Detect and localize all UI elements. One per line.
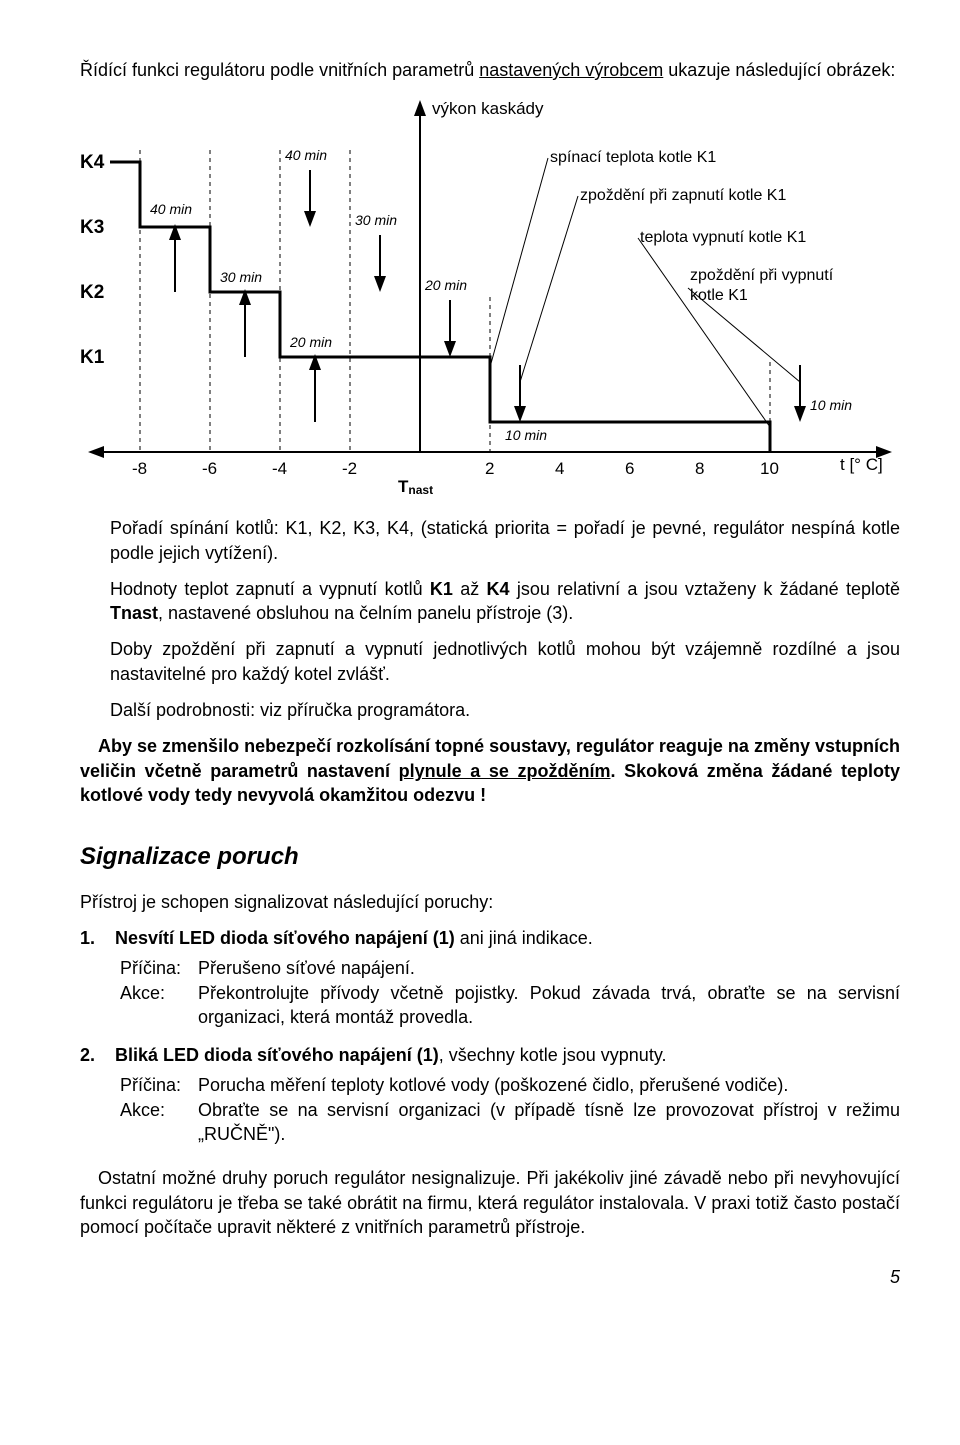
xtick-0: -8 bbox=[132, 459, 147, 478]
cascade-diagram: výkon kaskády K4 K3 K2 K1 40 min 30 min … bbox=[80, 92, 900, 502]
closing-paragraph: Ostatní možné druhy poruch regulátor nes… bbox=[80, 1166, 900, 1239]
ann-40min-a: 40 min bbox=[150, 201, 192, 217]
row-k2: K2 bbox=[80, 282, 104, 303]
section-title: Signalizace poruch bbox=[80, 841, 900, 873]
xtick-1: -6 bbox=[202, 459, 217, 478]
intro-text-c: ukazuje následující obrázek: bbox=[663, 60, 895, 80]
intro-paragraph: Řídící funkci regulátoru podle vnitřních… bbox=[80, 58, 900, 82]
ann-40min-b: 40 min bbox=[285, 147, 327, 163]
xtick-2: -4 bbox=[272, 459, 287, 478]
fault-1-action: Akce: Překontrolujte přívody včetně poji… bbox=[120, 981, 900, 1030]
tnast-label: Tnast bbox=[398, 477, 433, 497]
fault-2-action: Akce: Obraťte se na servisní organizaci … bbox=[120, 1098, 900, 1147]
legend-l3: teplota vypnutí kotle K1 bbox=[640, 229, 806, 246]
ann-30min-b: 30 min bbox=[355, 212, 397, 228]
para-3: Doby zpoždění při zapnutí a vypnutí jedn… bbox=[110, 637, 900, 686]
legend-l4b: kotle K1 bbox=[690, 287, 748, 304]
x-axis-label: t [° C] bbox=[840, 455, 883, 474]
ann-10min-a: 10 min bbox=[505, 427, 547, 443]
intro-text-a: Řídící funkci regulátoru podle vnitřních… bbox=[80, 60, 479, 80]
fault-list: 1. Nesvítí LED dioda síťového napájení (… bbox=[80, 926, 900, 1146]
ann-30min-a: 30 min bbox=[220, 269, 262, 285]
ann-20min-a: 20 min bbox=[289, 334, 332, 350]
legend-l2: zpoždění při zapnutí kotle K1 bbox=[580, 187, 786, 204]
xtick-5: 4 bbox=[555, 459, 564, 478]
section-lead: Přístroj je schopen signalizovat následu… bbox=[80, 890, 900, 914]
row-k4: K4 bbox=[80, 152, 105, 173]
row-k1: K1 bbox=[80, 347, 105, 368]
para-4: Další podrobnosti: viz příručka programá… bbox=[110, 698, 900, 722]
fault-1: 1. Nesvítí LED dioda síťového napájení (… bbox=[80, 926, 900, 1029]
fault-2-head: 2. Bliká LED dioda síťového napájení (1)… bbox=[80, 1043, 900, 1067]
xtick-3: -2 bbox=[342, 459, 357, 478]
diag-title: výkon kaskády bbox=[432, 99, 544, 118]
xtick-6: 6 bbox=[625, 459, 634, 478]
cascade-diagram-svg: výkon kaskády K4 K3 K2 K1 40 min 30 min … bbox=[80, 92, 900, 502]
row-k3: K3 bbox=[80, 217, 104, 238]
legend-l4a: zpoždění při vypnutí bbox=[690, 267, 834, 284]
fault-2-cause: Příčina: Porucha měření teploty kotlové … bbox=[120, 1073, 900, 1097]
fault-1-head: 1. Nesvítí LED dioda síťového napájení (… bbox=[80, 926, 900, 950]
xtick-7: 8 bbox=[695, 459, 704, 478]
legend-l1: spínací teplota kotle K1 bbox=[550, 149, 716, 166]
fault-1-cause: Příčina: Přerušeno síťové napájení. bbox=[120, 956, 900, 980]
ann-10min-b: 10 min bbox=[810, 397, 852, 413]
para-5: Aby se zmenšilo nebezpečí rozkolísání to… bbox=[80, 734, 900, 807]
intro-text-b: nastavených výrobcem bbox=[479, 60, 663, 80]
fault-2: 2. Bliká LED dioda síťového napájení (1)… bbox=[80, 1043, 900, 1146]
ann-20min-b: 20 min bbox=[424, 277, 467, 293]
xtick-4: 2 bbox=[485, 459, 494, 478]
para-2: Hodnoty teplot zapnutí a vypnutí kotlů K… bbox=[110, 577, 900, 626]
para-1: Pořadí spínání kotlů: K1, K2, K3, K4, (s… bbox=[110, 516, 900, 565]
page-number: 5 bbox=[80, 1265, 900, 1289]
xtick-8: 10 bbox=[760, 459, 779, 478]
